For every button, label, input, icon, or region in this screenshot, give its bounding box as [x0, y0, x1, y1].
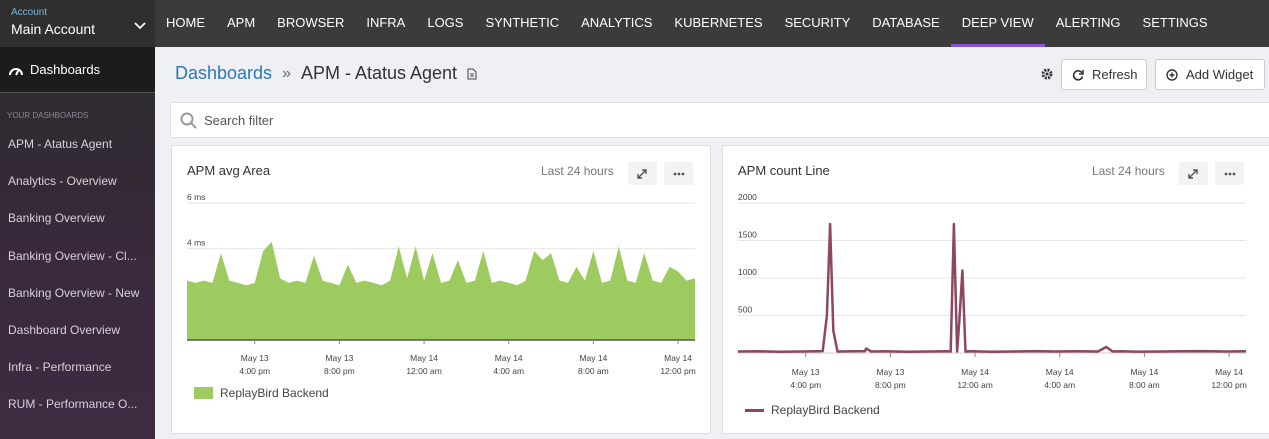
x-tick-label: May 14 12:00 am — [957, 367, 993, 390]
search-box[interactable]: Search filter — [170, 102, 1269, 138]
dot — [673, 172, 677, 176]
nav-item[interactable]: ANALYTICS — [581, 15, 653, 30]
dashboard-link[interactable]: Infra - Performance — [8, 360, 112, 375]
nav-item[interactable]: LOGS — [427, 15, 464, 30]
sidebar-title: Dashboards — [30, 62, 101, 77]
dot — [677, 172, 681, 176]
expand-icon — [637, 169, 647, 179]
nav-item[interactable]: KUBERNETES — [674, 15, 763, 30]
dashboard-link[interactable]: Analytics - Overview — [8, 174, 117, 189]
x-tick-label: May 13 4:00 pm — [239, 353, 271, 376]
nav-item[interactable]: INFRA — [366, 15, 406, 30]
breadcrumb-root[interactable]: Dashboards — [175, 63, 273, 83]
y-tick-label: 6 ms — [187, 192, 205, 202]
breadcrumb-current: APM - Atatus Agent — [300, 63, 458, 83]
dashboard-link[interactable]: Dashboard Overview — [8, 322, 121, 337]
more-icon — [673, 172, 685, 176]
more-button[interactable] — [664, 162, 693, 185]
refresh-icon — [1072, 70, 1084, 81]
dot — [1232, 172, 1236, 176]
x-tick-label: May 14 8:00 am — [1129, 367, 1160, 390]
more-button[interactable] — [1215, 162, 1244, 185]
x-tick-label: May 14 12:00 pm — [660, 353, 696, 376]
dot — [681, 172, 685, 176]
search-placeholder: Search filter — [204, 113, 274, 128]
x-tick-label: May 14 4:00 am — [493, 353, 525, 376]
nav-item[interactable]: DEEP VIEW — [950, 0, 1045, 47]
legend: ReplayBird Backend — [745, 403, 880, 417]
settings-icon[interactable] — [1041, 68, 1053, 80]
dashboard-link[interactable]: Banking Overview - New — [8, 285, 140, 300]
x-tick-label: May 13 8:00 pm — [324, 353, 355, 376]
y-tick-label: 1500 — [738, 230, 757, 240]
more-icon — [1224, 172, 1236, 176]
expand-glyph — [1188, 169, 1198, 179]
refresh-label: Refresh — [1092, 67, 1138, 82]
expand-button[interactable] — [628, 162, 657, 185]
account-name: Main Account — [11, 21, 96, 37]
nav-item[interactable]: BROWSER — [277, 15, 345, 30]
nav-item[interactable]: ALERTING — [1055, 15, 1121, 30]
chart: 2 ms4 ms6 ms — [187, 192, 695, 344]
expand-glyph — [637, 169, 647, 179]
expand-icon — [1188, 169, 1198, 179]
dot — [1228, 172, 1232, 176]
sidebar-section: YOUR DASHBOARDS — [7, 111, 89, 120]
dashboard-link[interactable]: Banking Overview — [8, 211, 105, 226]
x-tick-label: May 14 4:00 am — [1044, 367, 1076, 390]
chart: 500 1000 1500 2000 — [737, 192, 1247, 357]
nav-item[interactable]: SETTINGS — [1142, 15, 1208, 30]
x-tick-label: May 14 8:00 am — [578, 353, 609, 376]
add-widget-button[interactable]: Add Widget — [1155, 59, 1265, 90]
x-tick-label: May 14 12:00 pm — [1211, 367, 1247, 390]
main-nav: HOME APM BROWSER INFRA LOGS SYNTHETIC ANALYTIC… — [155, 0, 1219, 47]
nav-item[interactable]: APM — [227, 15, 256, 30]
widget: APM count Line Last 24 hours 500 1000 1500 20… — [722, 145, 1269, 434]
nav-item[interactable]: SYNTHETIC — [485, 15, 560, 30]
breadcrumb: Dashboards » APM - Atatus Agent — [175, 63, 477, 84]
top-bar: Account Main Account HOME APM BROWSER INFRA… — [0, 0, 1269, 47]
time-range[interactable]: Last 24 hours — [541, 164, 614, 178]
dashboard-link[interactable]: RUM - Performance O... — [8, 397, 138, 412]
y-tick-label: 4 ms — [187, 238, 205, 248]
x-tick-label: May 13 8:00 pm — [875, 367, 906, 390]
legend-swatch — [194, 387, 213, 399]
sidebar-header[interactable]: Dashboards — [0, 47, 155, 93]
nav-item[interactable]: SECURITY — [784, 15, 851, 30]
legend-swatch — [745, 408, 764, 412]
nav-item[interactable]: DATABASE — [872, 15, 940, 30]
gauge-icon — [9, 68, 23, 76]
dashboard-link[interactable]: Banking Overview - Cl... — [8, 248, 137, 263]
y-tick-label: 1000 — [738, 267, 757, 277]
breadcrumb-separator: » — [282, 64, 291, 82]
x-tick-label: May 13 4:00 pm — [790, 367, 822, 390]
expand-button[interactable] — [1179, 162, 1208, 185]
dashboard-link[interactable]: APM - Atatus Agent — [8, 137, 113, 151]
nav-item[interactable]: HOME — [166, 15, 205, 30]
y-tick-label: 500 — [738, 305, 752, 315]
dot — [1224, 172, 1228, 176]
dashboard-list: APM - Atatus Agent Analytics - Overview Ba… — [0, 132, 155, 430]
legend-label: ReplayBird Backend — [220, 386, 329, 400]
legend-label: ReplayBird Backend — [771, 403, 880, 417]
area — [187, 241, 695, 340]
account-switcher[interactable]: Account Main Account — [0, 0, 155, 47]
widget-title: APM avg Area — [187, 163, 271, 178]
legend: ReplayBird Backend — [194, 386, 329, 400]
y-tick-label: 2000 — [738, 192, 757, 202]
search-icon — [180, 112, 197, 129]
doc-icon — [467, 68, 477, 79]
refresh-button[interactable]: Refresh — [1061, 59, 1147, 90]
line — [737, 222, 1247, 353]
widget-title: APM count Line — [738, 163, 830, 178]
account-label: Account — [11, 7, 48, 18]
chevron-icon — [134, 22, 146, 30]
sidebar: Dashboards YOUR DASHBOARDS APM - Atatus … — [0, 47, 155, 439]
add-widget-label: Add Widget — [1186, 67, 1254, 82]
x-tick-label: May 14 12:00 am — [406, 353, 442, 376]
time-range[interactable]: Last 24 hours — [1092, 164, 1165, 178]
plus-icon — [1166, 69, 1178, 81]
